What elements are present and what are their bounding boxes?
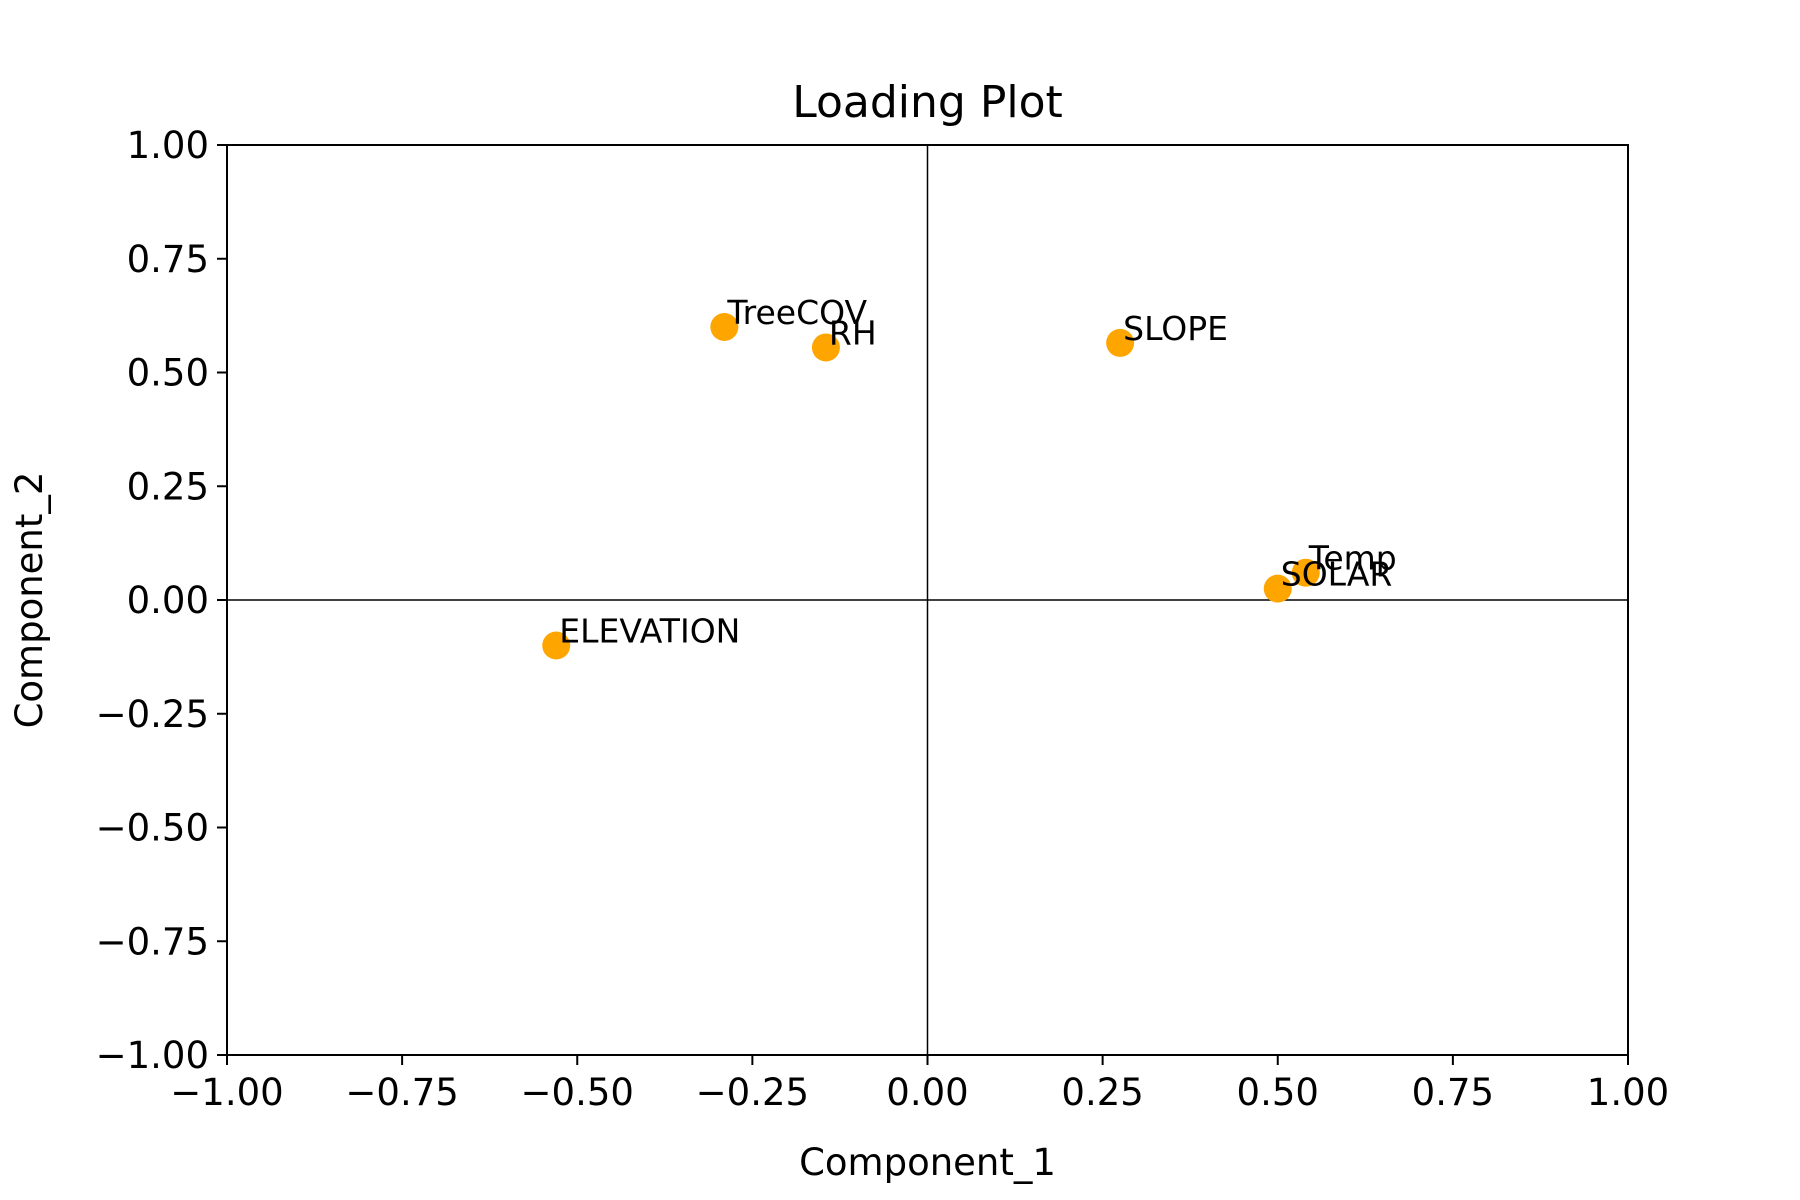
reference-lines [227,145,1628,1055]
x-tick-label: −0.75 [345,1071,458,1114]
x-tick-label: 0.50 [1237,1071,1319,1114]
y-tick-label: 0.75 [127,238,209,281]
y-tick-label: −0.25 [96,693,209,736]
x-tick-label: −0.50 [521,1071,634,1114]
data-point [1263,574,1292,603]
x-axis-title: Component_1 [799,1141,1056,1184]
point-label: TreeCOV [726,293,867,332]
axis-ticks: −1.00 −0.75 −0.50 −0.25 0.00 0.25 0.50 0.75 1.00… [96,124,1670,1114]
chart-title: Loading Plot [792,77,1063,128]
x-tick-label: −0.25 [696,1071,809,1114]
data-point [542,631,571,660]
y-tick-label: 0.00 [127,579,209,622]
point-label: SLOPE [1123,309,1228,348]
x-tick-label: 1.00 [1587,1071,1669,1114]
y-tick-label: 0.50 [127,352,209,395]
y-tick-label: −1.00 [96,1034,209,1077]
y-tick-label: −0.75 [96,920,209,963]
point-label: Temp [1308,539,1397,578]
y-tick-label: 0.25 [127,465,209,508]
x-tick-label: 0.75 [1412,1071,1494,1114]
y-tick-label: 1.00 [127,124,209,167]
data-point [710,313,739,341]
data-point [811,333,840,362]
data-point [1291,558,1320,587]
point-label: ELEVATION [559,612,740,651]
data-point [1106,328,1135,357]
point-label: RH [829,313,877,352]
x-tick-label: 0.00 [886,1071,968,1114]
plot-frame [226,144,1629,1056]
x-tick-label: −1.00 [170,1071,283,1114]
x-tick-label: 0.25 [1061,1071,1143,1114]
point-label: SOLAR [1281,555,1393,594]
y-axis-title: Component_2 [8,472,51,729]
y-tick-label: −0.50 [96,807,209,850]
